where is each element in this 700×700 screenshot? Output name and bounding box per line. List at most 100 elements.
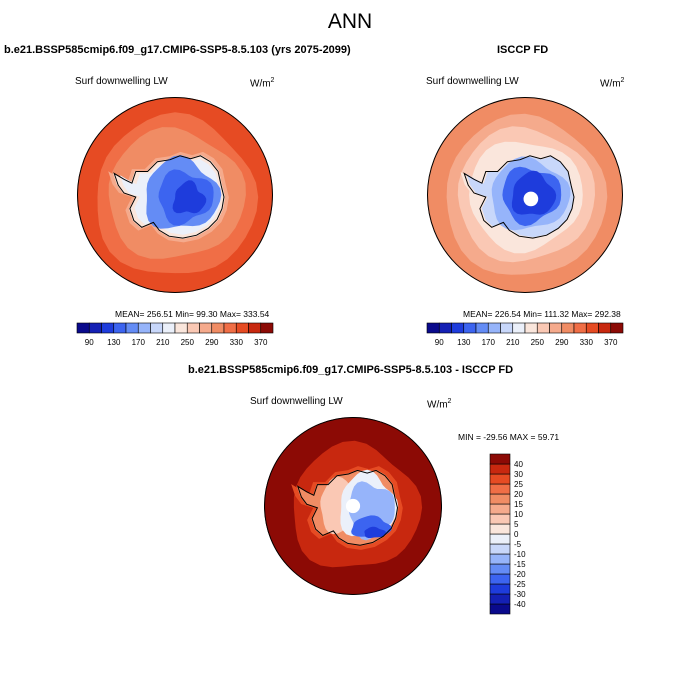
colorbar-swatch — [489, 533, 511, 545]
colorbar-swatch — [489, 583, 511, 595]
obs-colorbar: 90 130 170 210 250 290 330 370 — [426, 322, 624, 347]
colorbar-swatch — [598, 322, 612, 334]
colorbar-tick-label: -40 — [514, 600, 526, 609]
obs-units-label: W/m2 — [600, 77, 624, 89]
panel-diff-title: b.e21.BSSP585cmip6.f09_g17.CMIP6-SSP5-8.… — [188, 364, 514, 376]
colorbar-swatch — [489, 543, 511, 555]
colorbar-swatch — [489, 553, 511, 565]
colorbar-swatch — [186, 322, 200, 334]
colorbar-swatch — [549, 322, 563, 334]
colorbar-swatch — [489, 573, 511, 585]
panel-model-title: b.e21.BSSP585cmip6.f09_g17.CMIP6-SSP5-8.… — [4, 44, 351, 56]
colorbar-swatch — [150, 322, 164, 334]
colorbar-tick-label: 0 — [514, 530, 519, 539]
colorbar-swatch — [524, 322, 538, 334]
map-field — [264, 417, 442, 595]
colorbar-swatch — [489, 493, 511, 505]
colorbar-swatch — [235, 322, 249, 334]
colorbar-swatch — [113, 322, 127, 334]
model-colorbar: 90 130 170 210 250 290 330 370 — [76, 322, 274, 347]
colorbar-swatch — [463, 322, 477, 334]
coastline — [296, 469, 399, 546]
map-boundary — [264, 417, 442, 595]
colorbar-swatch — [475, 322, 489, 334]
colorbar-swatch — [573, 322, 587, 334]
colorbar-swatch — [489, 453, 511, 465]
colorbar-swatch — [174, 322, 188, 334]
colorbar-swatch — [561, 322, 575, 334]
colorbar-tick-label: 370 — [254, 338, 268, 347]
colorbar-tick-label: -15 — [514, 560, 526, 569]
colorbar-swatch — [500, 322, 514, 334]
colorbar-swatch — [489, 463, 511, 475]
colorbar-tick-label: -25 — [514, 580, 526, 589]
obs-variable-label: Surf downwelling LW — [426, 76, 519, 87]
colorbar-swatch — [489, 483, 511, 495]
colorbar-swatch — [137, 322, 151, 334]
units-exponent: 2 — [620, 77, 625, 84]
units-exponent: 2 — [270, 77, 275, 84]
colorbar-tick-label: 20 — [514, 490, 523, 499]
colorbar-tick-label: 290 — [205, 338, 219, 347]
colorbar-tick-label: 370 — [604, 338, 618, 347]
coastline — [463, 155, 575, 239]
colorbar-swatch — [489, 503, 511, 515]
colorbar-tick-label: 5 — [514, 520, 519, 529]
colorbar-tick-label: 210 — [506, 338, 520, 347]
units-base: W/m — [427, 399, 448, 411]
colorbar-swatch — [223, 322, 237, 334]
colorbar-swatch — [585, 322, 599, 334]
colorbar-swatch — [489, 593, 511, 605]
model-stats: MEAN= 256.51 Min= 99.30 Max= 333.54 — [115, 309, 270, 319]
colorbar-tick-label: 90 — [85, 338, 94, 347]
units-base: W/m — [600, 78, 621, 90]
colorbar-tick-label: -30 — [514, 590, 526, 599]
map-field — [77, 97, 273, 293]
colorbar-swatch — [451, 322, 465, 334]
colorbar-swatch — [211, 322, 225, 334]
colorbar-swatch — [489, 603, 511, 615]
missing-data-hole — [345, 498, 361, 514]
colorbar-tick-label: 290 — [555, 338, 569, 347]
colorbar-swatch — [260, 322, 274, 334]
colorbar-swatch — [512, 322, 526, 334]
missing-data-hole — [523, 191, 539, 207]
colorbar-swatch — [489, 513, 511, 525]
colorbar-tick-label: 130 — [107, 338, 121, 347]
colorbar-tick-label: 25 — [514, 480, 523, 489]
colorbar-tick-label: 40 — [514, 460, 523, 469]
colorbar-swatch — [489, 473, 511, 485]
colorbar-tick-label: 170 — [482, 338, 496, 347]
colorbar-swatch — [426, 322, 440, 334]
colorbar-tick-label: -5 — [514, 540, 522, 549]
colorbar-swatch — [489, 523, 511, 535]
colorbar-swatch — [76, 322, 90, 334]
colorbar-tick-label: 10 — [514, 510, 523, 519]
obs-polar-map — [427, 97, 623, 293]
colorbar-swatch — [536, 322, 550, 334]
diff-variable-label: Surf downwelling LW — [250, 396, 343, 407]
colorbar-swatch — [199, 322, 213, 334]
colorbar-tick-label: 15 — [514, 500, 523, 509]
colorbar-tick-label: 210 — [156, 338, 170, 347]
colorbar-tick-label: 250 — [531, 338, 545, 347]
colorbar-swatch — [610, 322, 624, 334]
colorbar-tick-label: 250 — [181, 338, 195, 347]
colorbar-tick-label: -20 — [514, 570, 526, 579]
colorbar-tick-label: 330 — [230, 338, 244, 347]
figure-title: ANN — [327, 10, 373, 33]
colorbar-tick-label: 170 — [132, 338, 146, 347]
model-polar-map — [77, 97, 273, 293]
colorbar-tick-label: 90 — [435, 338, 444, 347]
map-boundary — [427, 97, 623, 293]
colorbar-swatch — [88, 322, 102, 334]
colorbar-swatch — [489, 563, 511, 575]
colorbar-swatch — [487, 322, 501, 334]
model-variable-label: Surf downwelling LW — [75, 76, 168, 87]
colorbar-swatch — [101, 322, 115, 334]
map-boundary — [77, 97, 273, 293]
coastline — [113, 155, 225, 239]
colorbar-tick-label: 130 — [457, 338, 471, 347]
obs-stats: MEAN= 226.54 Min= 111.32 Max= 292.38 — [463, 309, 621, 319]
